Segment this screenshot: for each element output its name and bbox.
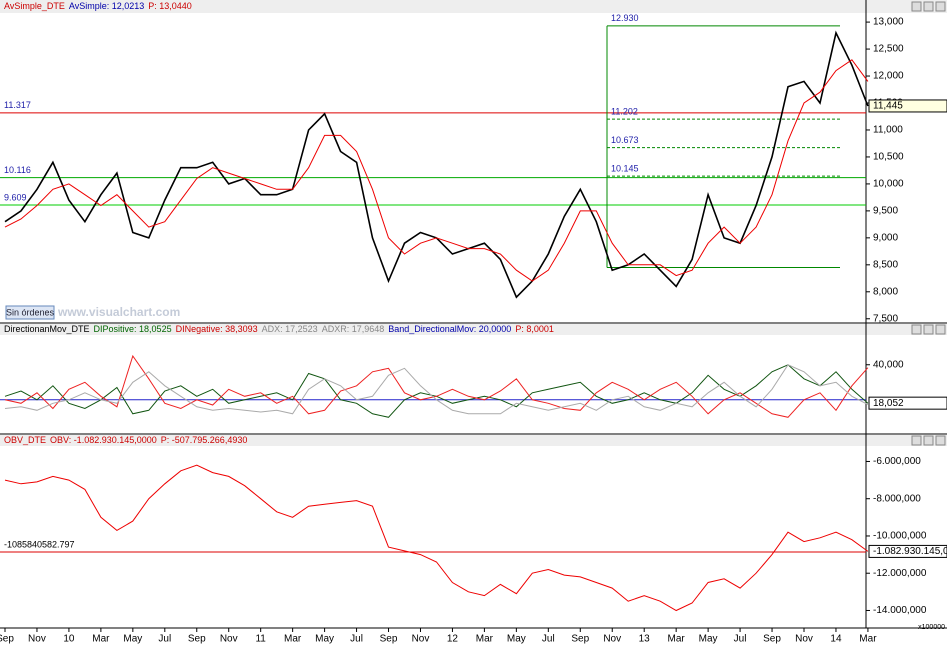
y-tick-label: 10,500 bbox=[873, 152, 904, 163]
y-tick-label: 7,500 bbox=[873, 313, 898, 324]
y-tick-label: -8.000,000 bbox=[873, 493, 921, 504]
x-tick-label: 11 bbox=[255, 634, 266, 645]
panel-header: AvSimple_DTE AvSimple: 12,0213 P: 13,0440 bbox=[4, 1, 192, 11]
x-tick-label: Sep bbox=[0, 634, 14, 645]
y-tick-label: 11,000 bbox=[873, 125, 903, 136]
y-tick-label: 10,000 bbox=[873, 179, 904, 190]
header-part: DIPositive: 18,0525 bbox=[94, 324, 172, 334]
button[interactable] bbox=[923, 1, 934, 12]
header-part: AvSimple: 12,0213 bbox=[69, 1, 144, 11]
x-tick-label: Mar bbox=[92, 634, 110, 645]
level-label: 10.673 bbox=[611, 135, 639, 145]
button[interactable] bbox=[935, 1, 946, 12]
header-part: P: 13,0440 bbox=[148, 1, 192, 11]
panel-header-bg bbox=[0, 435, 947, 446]
x-tick-label: May bbox=[507, 634, 526, 645]
series-line bbox=[4, 59, 869, 282]
x-tick-label: Jul bbox=[350, 634, 363, 645]
header-part: P: -507.795.266,4930 bbox=[161, 435, 248, 445]
level-label: 10.145 bbox=[611, 163, 639, 173]
x-tick-label: Jul bbox=[158, 634, 171, 645]
header-part: ADX: 17,2523 bbox=[262, 324, 318, 334]
header-part: Band_DirectionalMov: 20,0000 bbox=[388, 324, 511, 334]
x-tick-label: Sep bbox=[763, 634, 781, 645]
y-tick-label: -12.000,000 bbox=[873, 568, 927, 579]
y-tick-label: 13,000 bbox=[873, 17, 904, 28]
x-tick-label: 14 bbox=[830, 634, 842, 645]
y-tick-label: 9,500 bbox=[873, 206, 898, 217]
series-line bbox=[4, 354, 869, 418]
button[interactable] bbox=[935, 435, 946, 446]
level-label: 11.202 bbox=[611, 106, 638, 116]
x-tick-label: Sep bbox=[380, 634, 398, 645]
level-label: 11.317 bbox=[4, 100, 31, 110]
orders-button[interactable] bbox=[5, 305, 55, 320]
y-tick-label: -6.000,000 bbox=[873, 456, 921, 467]
x-tick-label: Nov bbox=[412, 634, 430, 645]
header-part: AvSimple_DTE bbox=[4, 1, 65, 11]
button[interactable] bbox=[935, 324, 946, 335]
y-tick-label: 8,000 bbox=[873, 286, 898, 297]
y-tick-label: 12,000 bbox=[873, 71, 904, 82]
x-tick-label: May bbox=[699, 634, 718, 645]
level-label: -1085840582.797 bbox=[4, 539, 75, 549]
button[interactable] bbox=[911, 324, 922, 335]
x-tick-label: Sep bbox=[188, 634, 206, 645]
level-label: 9.609 bbox=[4, 192, 27, 202]
y-tick-label: -14.000,000 bbox=[873, 605, 927, 616]
level-label: 12.930 bbox=[611, 13, 639, 23]
x-tick-label: Sep bbox=[571, 634, 589, 645]
x-tick-label: 10 bbox=[63, 634, 75, 645]
x-tick-label: May bbox=[315, 634, 334, 645]
panel-header: OBV_DTE OBV: -1.082.930.145,0000 P: -507.7… bbox=[4, 435, 247, 445]
x-tick-label: Jul bbox=[734, 634, 747, 645]
unit-note: x100000 bbox=[918, 624, 945, 631]
last-value-box bbox=[868, 396, 947, 410]
button[interactable] bbox=[923, 435, 934, 446]
x-tick-label: 13 bbox=[639, 634, 651, 645]
panel-header-bg bbox=[0, 0, 947, 13]
x-tick-label: Mar bbox=[476, 634, 494, 645]
button[interactable] bbox=[923, 324, 934, 335]
x-tick-label: May bbox=[123, 634, 142, 645]
header-part: DINegative: 38,3093 bbox=[176, 324, 258, 334]
orders-button-label[interactable]: Sin órdenes bbox=[6, 307, 55, 317]
window-buttons[interactable] bbox=[911, 1, 946, 446]
x-tick-label: Mar bbox=[668, 634, 686, 645]
level-label: 10.116 bbox=[4, 165, 31, 175]
x-tick-label: 12 bbox=[447, 634, 459, 645]
header-part: ADXR: 17,9648 bbox=[322, 324, 385, 334]
y-tick-label: 9,000 bbox=[873, 232, 898, 243]
x-tick-label: Jul bbox=[542, 634, 555, 645]
series-line bbox=[4, 364, 869, 415]
x-tick-label: Nov bbox=[795, 634, 813, 645]
y-tick-label: -10.000,000 bbox=[873, 531, 927, 542]
panel-header: DirectionanMov_DTE DIPositive: 18,0525 DIN… bbox=[4, 324, 554, 334]
last-value-label: 11,445 bbox=[873, 101, 903, 112]
x-tick-label: Mar bbox=[284, 634, 302, 645]
last-value-label: 18,052 bbox=[873, 398, 904, 409]
x-tick-label: Mar bbox=[859, 634, 877, 645]
y-tick-label: 40,000 bbox=[873, 359, 904, 370]
button[interactable] bbox=[911, 435, 922, 446]
header-part: OBV: -1.082.930.145,0000 bbox=[50, 435, 157, 445]
x-tick-label: Nov bbox=[603, 634, 621, 645]
series-line bbox=[4, 464, 869, 612]
last-value-box bbox=[868, 99, 947, 113]
y-tick-label: 8,500 bbox=[873, 259, 898, 270]
header-part: P: 8,0001 bbox=[515, 324, 554, 334]
x-tick-label: Nov bbox=[28, 634, 46, 645]
y-tick-label: 12,500 bbox=[873, 44, 904, 55]
header-part: OBV_DTE bbox=[4, 435, 46, 445]
header-part: DirectionanMov_DTE bbox=[4, 324, 90, 334]
last-value-label: -1.082.930.145,00 bbox=[873, 546, 947, 557]
x-tick-label: Nov bbox=[220, 634, 238, 645]
last-value-box bbox=[868, 544, 947, 558]
panel-header-bg bbox=[0, 324, 947, 335]
button[interactable] bbox=[911, 1, 922, 12]
watermark: www.visualchart.com bbox=[57, 305, 180, 319]
